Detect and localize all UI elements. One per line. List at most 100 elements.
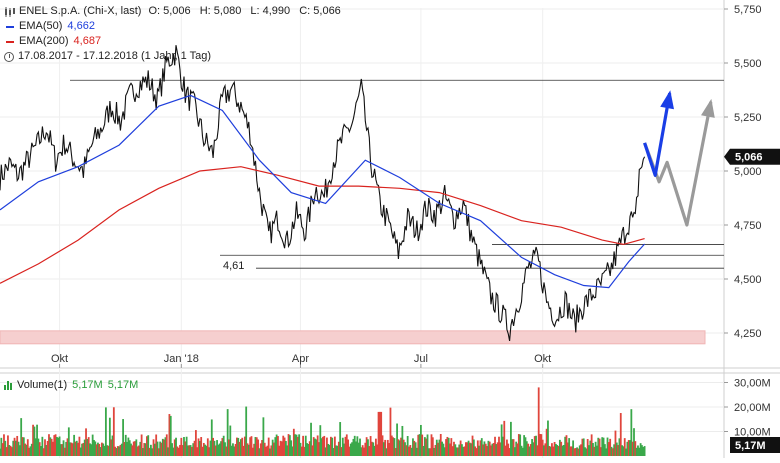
- volume-bar: [279, 440, 282, 456]
- volume-bar: [324, 447, 327, 456]
- volume-bar: [62, 440, 65, 456]
- volume-bar: [607, 442, 610, 456]
- volume-label: Volume(1): [17, 379, 68, 391]
- volume-bar: [441, 441, 443, 456]
- volume-bar: [356, 436, 359, 456]
- volume-bar: [261, 440, 263, 456]
- legend-ema50[interactable]: EMA(50) 4,662: [4, 19, 347, 34]
- volume-bar: [124, 434, 127, 456]
- volume-bar: [410, 447, 413, 456]
- volume-bar: [569, 446, 572, 456]
- volume-bar: [454, 444, 457, 456]
- volume-bar: [371, 441, 373, 456]
- volume-bar: [90, 444, 93, 456]
- volume-bar: [144, 443, 147, 456]
- volume-bar: [57, 437, 60, 456]
- volume-bar: [349, 443, 352, 456]
- volume-bar: [127, 437, 130, 456]
- volume-bar: [544, 443, 547, 456]
- volume-bar: [299, 442, 302, 456]
- volume-bar: [369, 436, 372, 456]
- volume-bar: [247, 444, 250, 456]
- volume-bar: [327, 443, 330, 456]
- volume-bar: [487, 440, 490, 456]
- volume-bar: [523, 435, 526, 456]
- volume-bar: [601, 437, 604, 456]
- volume-bar: [335, 445, 338, 456]
- volume-bar: [574, 448, 577, 456]
- volume-bar: [340, 447, 343, 456]
- volume-bar: [226, 409, 229, 456]
- volume-bar: [73, 434, 76, 456]
- volume-bar: [594, 441, 597, 456]
- volume-bar: [558, 439, 561, 456]
- volume-bar: [635, 447, 638, 456]
- volume-bar: [209, 440, 212, 456]
- volume-bar: [642, 447, 645, 456]
- volume-bar: [17, 441, 20, 456]
- volume-bar: [128, 440, 131, 456]
- volume-bar: [259, 443, 262, 456]
- volume-bar: [101, 442, 103, 456]
- volume-bar: [466, 442, 469, 456]
- volume-bar: [52, 441, 54, 456]
- volume-bar: [619, 413, 622, 456]
- volume-bar: [437, 442, 440, 456]
- volume-bar: [135, 439, 138, 456]
- volume-bar: [157, 448, 160, 456]
- volume-bar: [532, 442, 535, 456]
- volume-bar: [184, 441, 187, 456]
- legend-ema200[interactable]: EMA(200) 4,687: [4, 34, 347, 49]
- volume-bar: [267, 437, 270, 456]
- volume-bar: [631, 441, 634, 456]
- x-tick-label: Apr: [292, 353, 309, 365]
- volume-bar: [617, 445, 620, 456]
- volume-bar: [34, 438, 37, 456]
- volume-bar: [573, 448, 576, 456]
- volume-bar: [191, 446, 193, 456]
- volume-bar: [470, 443, 473, 456]
- volume-bar: [540, 434, 543, 456]
- volume-bar: [504, 445, 507, 456]
- volume-bar: [142, 448, 144, 456]
- volume-bar: [312, 437, 315, 456]
- volume-bar: [577, 448, 580, 456]
- volume-bar: [603, 444, 606, 456]
- volume-bar: [365, 437, 368, 456]
- volume-bar: [483, 441, 486, 456]
- volume-bar: [494, 436, 496, 456]
- volume-bar: [390, 435, 393, 456]
- volume-bar: [555, 443, 557, 456]
- volume-bar: [147, 435, 150, 456]
- volume-bar: [115, 448, 118, 456]
- volume-bar: [561, 445, 564, 456]
- volume-bar: [500, 424, 503, 456]
- volume-bar: [453, 441, 455, 456]
- volume-bar: [545, 428, 548, 456]
- volume-bar: [160, 442, 163, 456]
- volume-bar: [443, 447, 446, 456]
- volume-bar: [290, 440, 293, 456]
- volume-bar: [307, 443, 310, 456]
- volume-bar: [164, 437, 167, 456]
- volume-bar: [194, 430, 197, 456]
- volume-bar: [99, 447, 102, 456]
- volume-bar: [589, 440, 592, 456]
- ema50-line: [0, 94, 646, 289]
- volume-bar: [138, 445, 140, 456]
- volume-bar: [119, 444, 122, 456]
- volume-bar: [294, 434, 297, 456]
- volume-bar: [465, 442, 467, 456]
- volume-bar: [488, 441, 491, 456]
- volume-bar: [242, 445, 245, 456]
- volume-bar: [56, 436, 58, 456]
- volume-bar: [315, 439, 318, 456]
- volume-bar: [187, 445, 189, 456]
- volume-bar: [446, 436, 449, 456]
- volume-bar: [536, 445, 539, 456]
- volume-bar: [541, 439, 544, 456]
- volume-bar: [155, 434, 158, 456]
- volume-bar: [213, 440, 216, 456]
- volume-bar: [333, 436, 336, 456]
- instrument-name: ENEL S.p.A. (Chi-X, last): [19, 5, 142, 17]
